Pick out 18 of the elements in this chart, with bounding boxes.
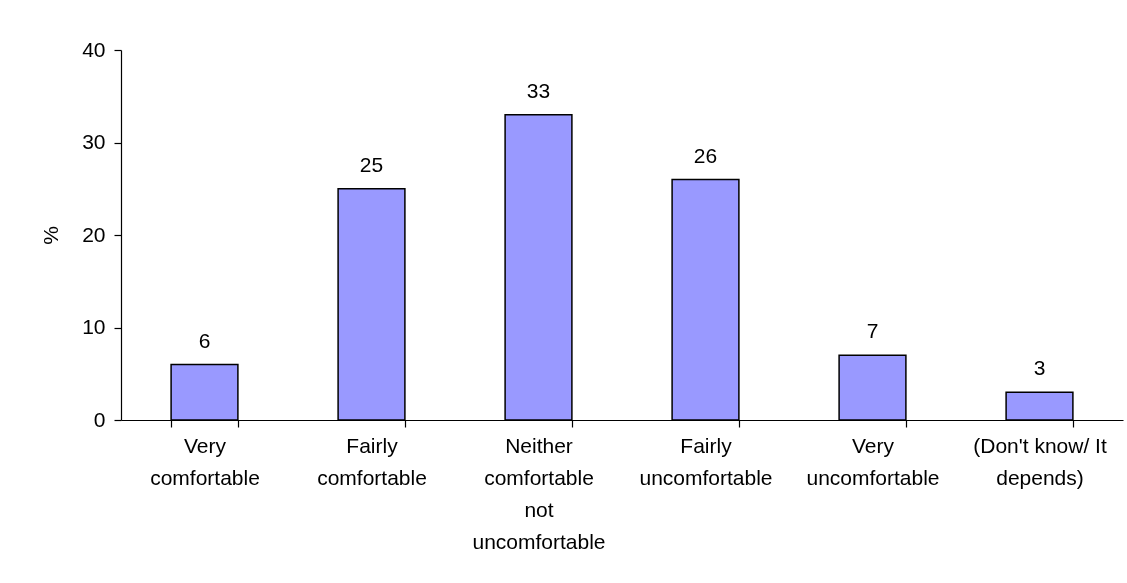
x-tick-label: Fairly comfortable [317,433,427,489]
data-label: 26 [693,143,718,167]
x-tick-label: Fairly uncomfortable [639,433,773,489]
y-tick-label: 20 [82,222,106,246]
x-tick-label: Very comfortable [150,433,260,489]
y-tick-label: 10 [82,315,106,338]
data-label: 3 [1033,356,1046,380]
x-tick-label: Very uncomfortable [806,433,940,489]
data-label: 7 [866,319,879,343]
data-label: 33 [526,78,551,102]
x-tick-label: Neither comfortable not uncomfortable [472,433,606,553]
x-tick-label: (Don't know/ It depends) [973,433,1107,489]
y-axis-title: % [39,226,63,245]
data-label: 6 [198,328,211,352]
y-tick-label: 30 [82,130,106,153]
y-tick-label: 0 [93,407,106,431]
data-label: 25 [359,152,384,176]
y-tick-label: 40 [82,37,106,61]
